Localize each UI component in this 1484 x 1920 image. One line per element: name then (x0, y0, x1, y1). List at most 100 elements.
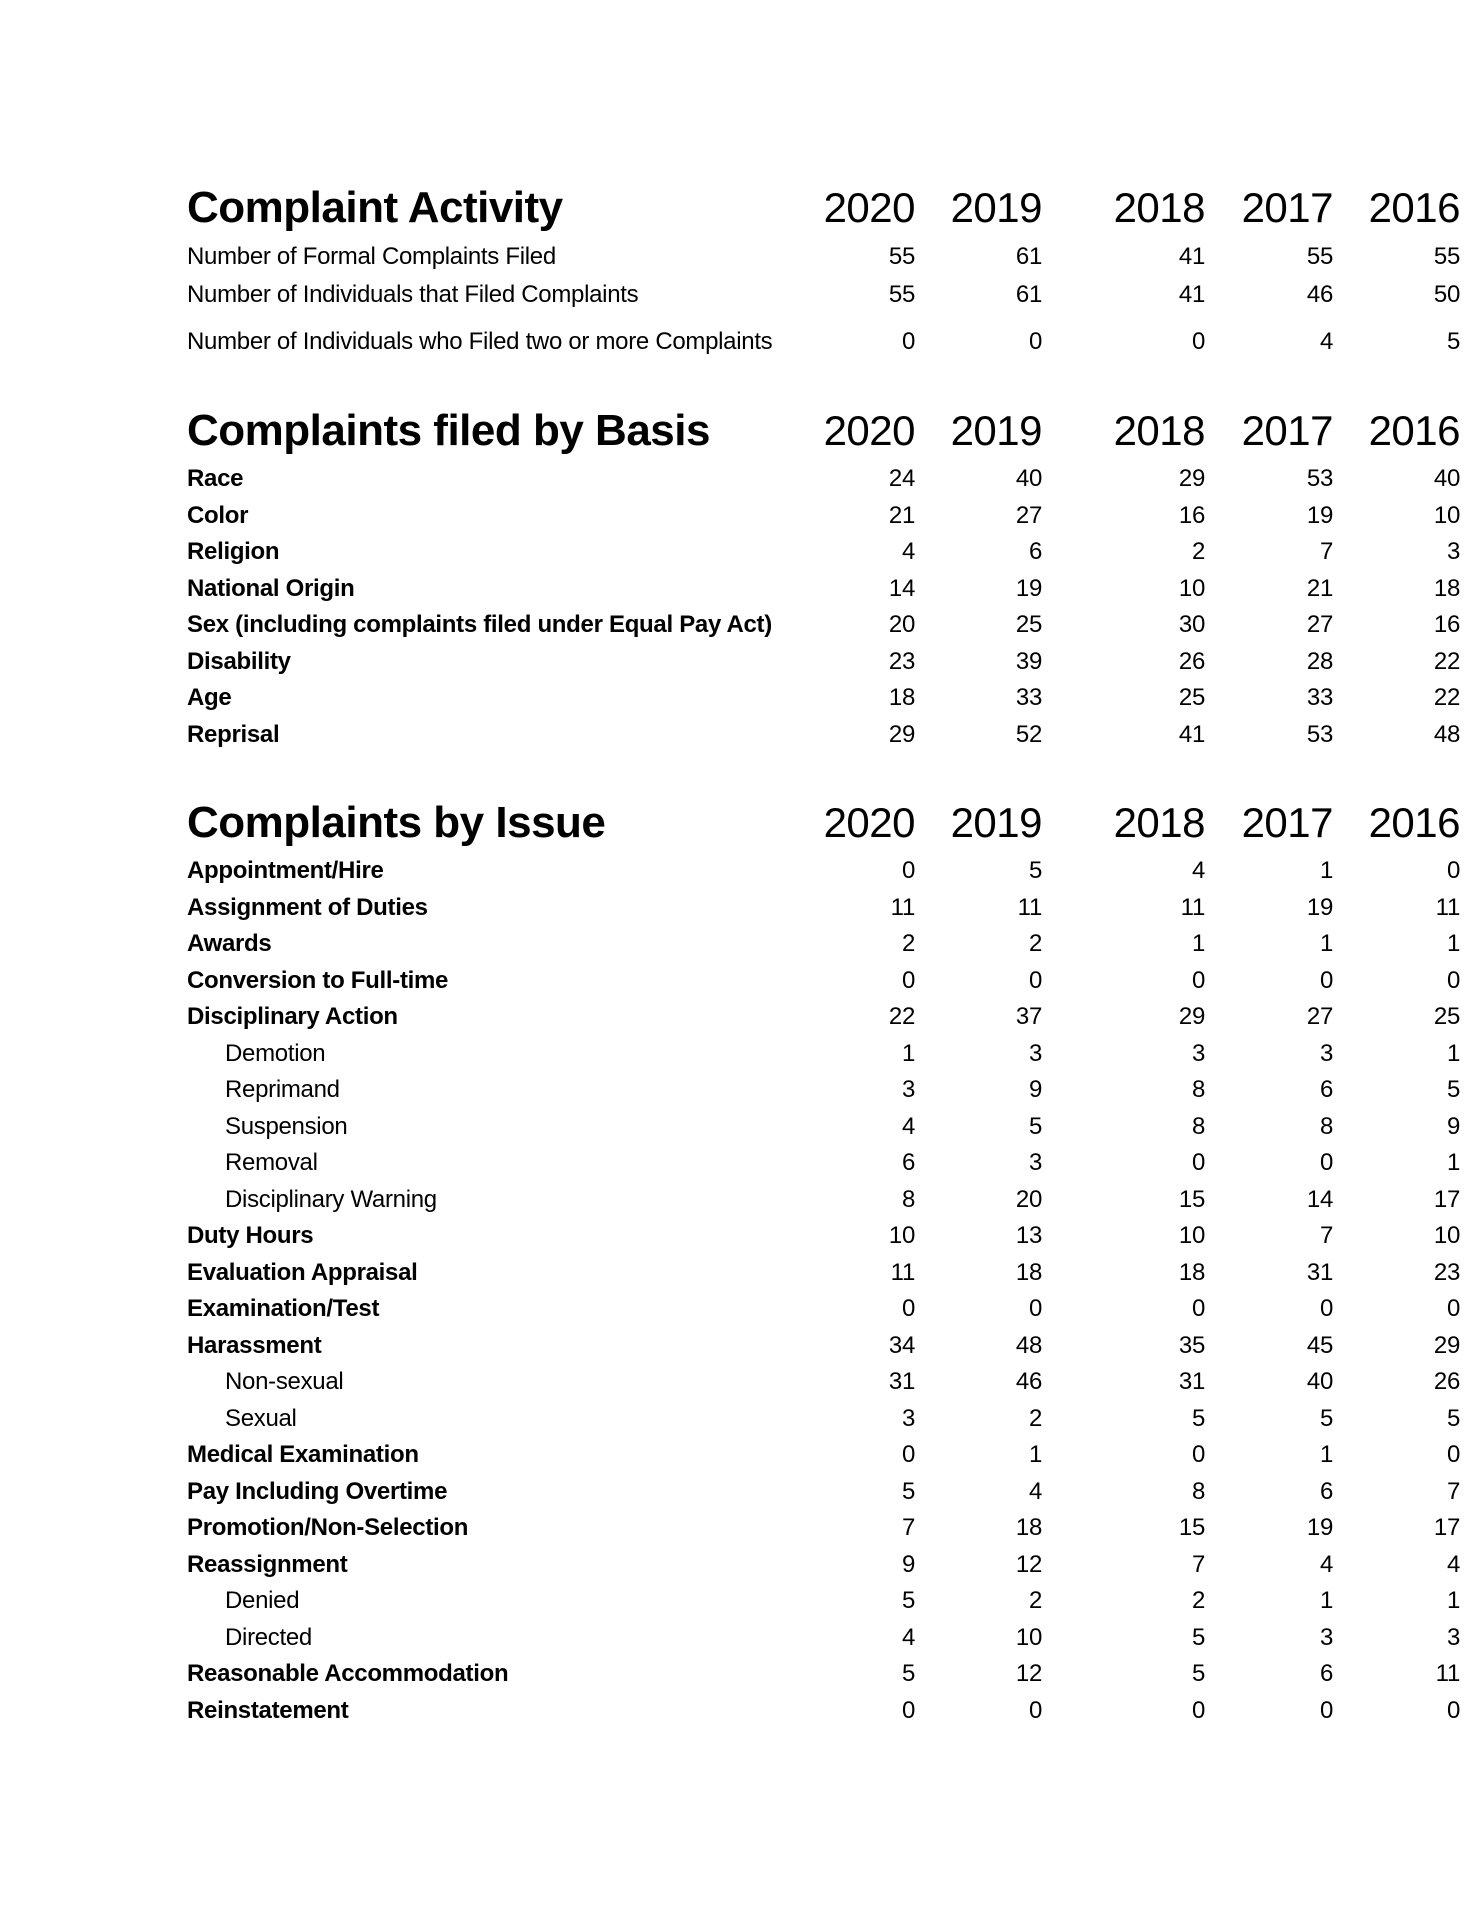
value-cell: 40 (1015, 465, 1042, 493)
value-cell: 16 (1178, 501, 1205, 529)
value-cell: 27 (1306, 611, 1333, 639)
value-cell: 4 (1446, 1550, 1460, 1578)
value-cell: 7 (1319, 1222, 1333, 1250)
value-cell: 2 (1028, 1587, 1042, 1615)
year-header-2017: 2017 (1241, 184, 1334, 231)
table-row: Appointment/Hire 0 5 4 1 0 (187, 853, 1460, 890)
value-cell: 10 (1433, 1222, 1460, 1250)
value-cell: 29 (1178, 1003, 1205, 1031)
value-cell: 3 (1191, 1039, 1205, 1067)
value-cell: 3 (1319, 1623, 1333, 1651)
value-cell: 7 (1446, 1477, 1460, 1505)
row-label: Removal (225, 1149, 318, 1177)
value-cell: 2 (1028, 1404, 1042, 1432)
year-header-2017: 2017 (1241, 799, 1334, 846)
table-row: Demotion 1 3 3 3 1 (187, 1036, 1460, 1073)
value-cell: 10 (1178, 574, 1205, 602)
value-cell: 53 (1306, 465, 1333, 493)
value-cell: 1 (1319, 1441, 1333, 1469)
value-cell: 8 (1191, 1477, 1205, 1505)
value-cell: 21 (1306, 574, 1333, 602)
table-row: Promotion/Non-Selection 7 18 15 19 17 (187, 1510, 1460, 1547)
section-rows: Number of Formal Complaints Filed 55 61 41… (187, 238, 1460, 361)
value-cell: 4 (1028, 1477, 1042, 1505)
value-cell: 18 (1433, 574, 1460, 602)
table-row: Race 24 40 29 53 40 (187, 461, 1460, 498)
value-cell: 46 (1306, 281, 1333, 308)
value-cell: 3 (901, 1404, 915, 1432)
table-row: Reprimand 3 9 8 6 5 (187, 1072, 1460, 1109)
value-cell: 29 (1178, 465, 1205, 493)
row-label: Demotion (225, 1039, 326, 1067)
value-cell: 14 (1306, 1185, 1333, 1213)
row-label: Age (187, 684, 232, 712)
row-label: Medical Examination (187, 1441, 419, 1469)
table-row: Medical Examination 0 1 0 1 0 (187, 1437, 1460, 1474)
value-cell: 6 (1319, 1477, 1333, 1505)
value-cell: 46 (1015, 1368, 1042, 1396)
value-cell: 0 (1446, 1441, 1460, 1469)
value-cell: 0 (901, 857, 915, 885)
value-cell: 0 (1319, 1149, 1333, 1177)
year-header-2020: 2020 (823, 407, 916, 454)
value-cell: 0 (901, 1441, 915, 1469)
value-cell: 5 (1446, 1404, 1460, 1432)
year-header-2018: 2018 (1113, 407, 1206, 454)
value-cell: 25 (1178, 684, 1205, 712)
row-label: Reasonable Accommodation (187, 1660, 509, 1688)
value-cell: 13 (1015, 1222, 1042, 1250)
value-cell: 4 (901, 1112, 915, 1140)
value-cell: 6 (1319, 1660, 1333, 1688)
table-row: Reprisal 29 52 41 53 48 (187, 717, 1460, 754)
value-cell: 19 (1306, 893, 1333, 921)
value-cell: 53 (1306, 720, 1333, 748)
value-cell: 5 (1028, 857, 1042, 885)
table-row: Disciplinary Warning 8 20 15 14 17 (187, 1182, 1460, 1219)
value-cell: 5 (1191, 1660, 1205, 1688)
table-row: Conversion to Full-time 0 0 0 0 0 (187, 963, 1460, 1000)
row-label: Sex (including complaints filed under Eq… (187, 611, 772, 639)
table-row: Number of Individuals that Filed Complai… (187, 276, 1460, 314)
value-cell: 0 (1028, 1295, 1042, 1323)
row-label: Duty Hours (187, 1222, 314, 1250)
row-label: Directed (225, 1623, 312, 1651)
value-cell: 0 (1446, 1295, 1460, 1323)
table-row: National Origin 14 19 10 21 18 (187, 571, 1460, 608)
value-cell: 23 (888, 647, 915, 675)
section-header: Complaint Activity 2020 2019 2018 2017 2016 (187, 183, 1461, 232)
value-cell: 50 (1433, 281, 1460, 308)
value-cell: 1 (1446, 1039, 1460, 1067)
value-cell: 27 (1306, 1003, 1333, 1031)
row-label: Harassment (187, 1331, 322, 1359)
year-header-2020: 2020 (823, 184, 916, 231)
section-title: Complaint Activity (187, 183, 563, 232)
year-header-2016: 2016 (1368, 407, 1461, 454)
value-cell: 5 (901, 1587, 915, 1615)
value-cell: 6 (1319, 1076, 1333, 1104)
value-cell: 3 (1028, 1039, 1042, 1067)
value-cell: 30 (1178, 611, 1205, 639)
value-cell: 5 (1319, 1404, 1333, 1432)
row-label: Examination/Test (187, 1295, 380, 1323)
table-row: Non-sexual 31 46 31 40 26 (187, 1364, 1460, 1401)
value-cell: 16 (1433, 611, 1460, 639)
year-header-2019: 2019 (950, 799, 1043, 846)
row-label: Sexual (225, 1404, 297, 1432)
value-cell: 3 (1446, 1623, 1460, 1651)
row-label: Conversion to Full-time (187, 966, 449, 994)
value-cell: 3 (1319, 1039, 1333, 1067)
value-cell: 37 (1015, 1003, 1042, 1031)
value-cell: 18 (888, 684, 915, 712)
value-cell: 5 (1028, 1112, 1042, 1140)
section-complaint-activity: Complaint Activity 2020 2019 2018 2017 2016 … (187, 183, 1461, 361)
value-cell: 17 (1433, 1514, 1460, 1542)
value-cell: 15 (1178, 1185, 1205, 1213)
table-row: Religion 4 6 2 7 3 (187, 534, 1460, 571)
value-cell: 0 (1028, 328, 1042, 355)
value-cell: 0 (1191, 1295, 1205, 1323)
row-label: Number of Individuals who Filed two or m… (187, 328, 773, 355)
value-cell: 48 (1433, 720, 1460, 748)
table-row: Directed 4 10 5 3 3 (187, 1620, 1460, 1657)
table-row: Sex (including complaints filed under Eq… (187, 607, 1460, 644)
value-cell: 0 (901, 328, 915, 355)
